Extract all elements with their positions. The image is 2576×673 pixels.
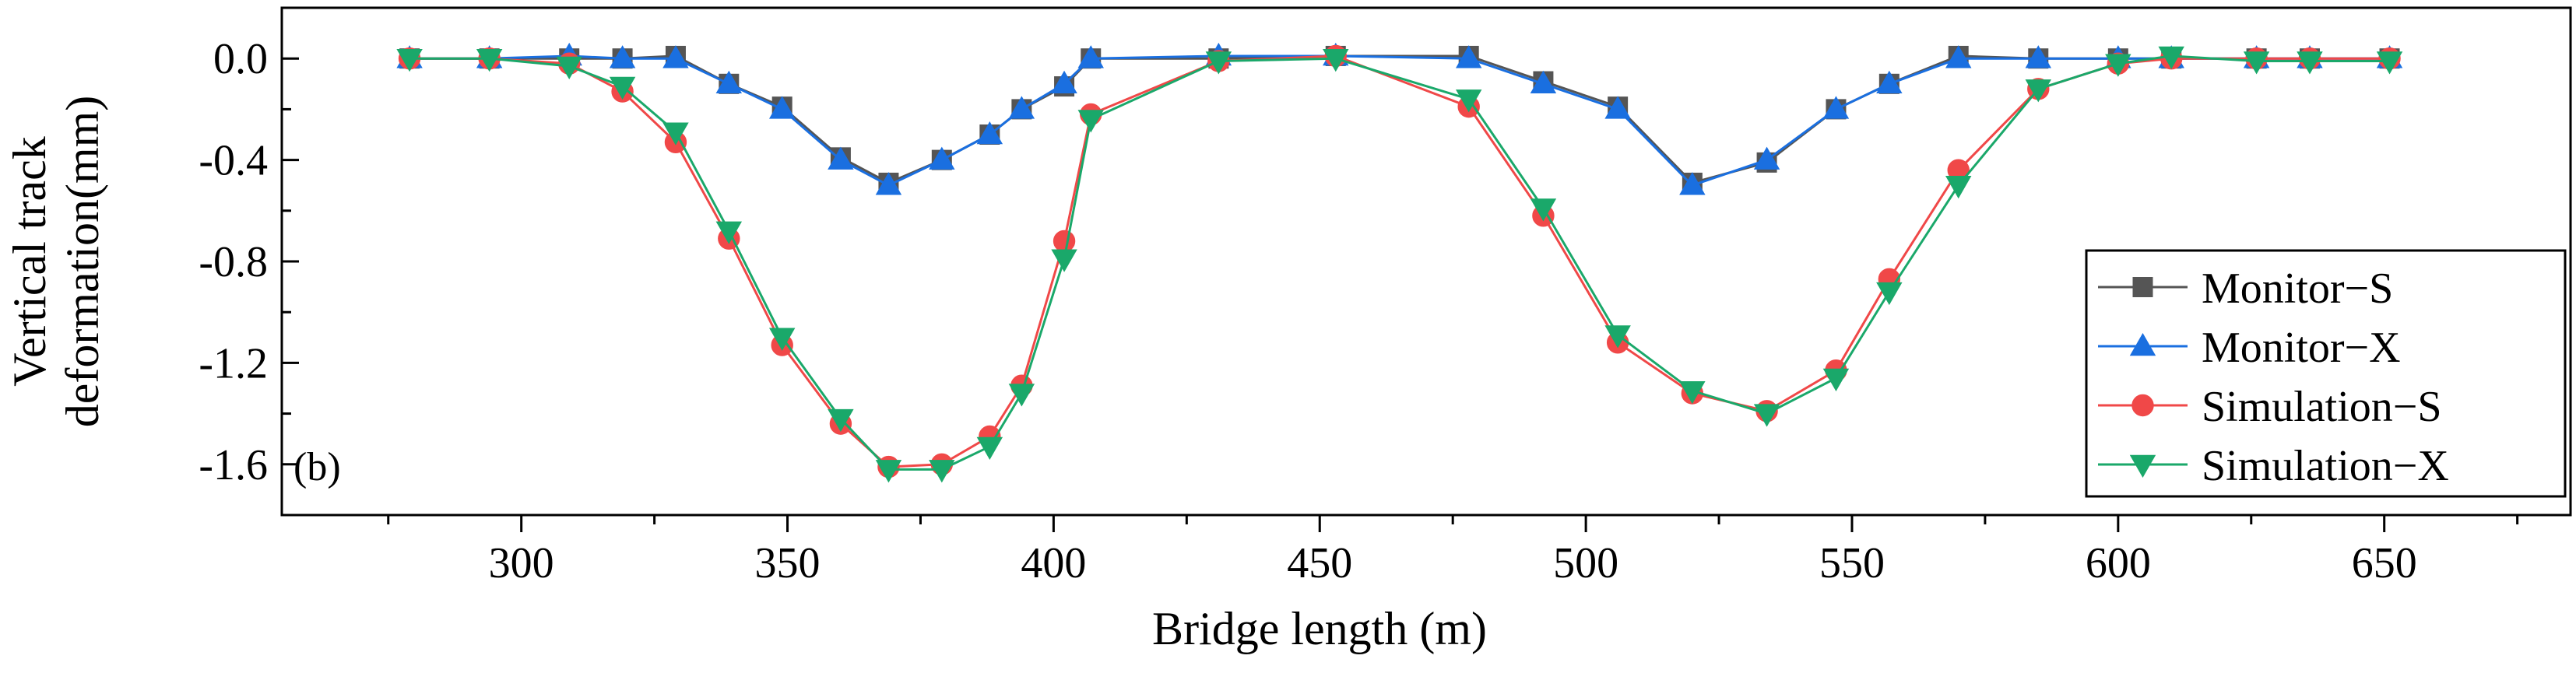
x-tick-label: 400 xyxy=(1021,539,1086,587)
data-point xyxy=(1945,45,1972,68)
legend-label: Monitor−S xyxy=(2202,265,2393,313)
data-point xyxy=(556,56,582,79)
data-point xyxy=(1822,96,1850,119)
data-point xyxy=(1053,230,1076,253)
y-tick-label: 0.0 xyxy=(213,35,268,83)
data-point xyxy=(1077,45,1104,68)
x-tick-label: 300 xyxy=(489,539,554,587)
data-point xyxy=(2105,54,2131,77)
data-point xyxy=(929,460,955,483)
data-point xyxy=(1051,70,1077,94)
series-line xyxy=(409,54,2390,187)
legend-marker xyxy=(2129,332,2156,356)
legend: Monitor−S Monitor−X Simulation−S Simulation… xyxy=(2085,249,2567,498)
data-point xyxy=(1455,45,1482,68)
data-point xyxy=(1530,70,1557,94)
data-point xyxy=(1604,325,1631,349)
x-axis-title: Bridge length (m) xyxy=(1152,603,1487,654)
data-point xyxy=(1822,368,1850,391)
data-point xyxy=(1323,48,1349,72)
legend-item: Monitor−X xyxy=(2098,324,2401,372)
data-point xyxy=(715,221,743,244)
data-point xyxy=(768,96,796,119)
legend-label: Monitor−X xyxy=(2202,324,2401,372)
data-point xyxy=(1945,175,1972,199)
data-point xyxy=(1876,70,1903,94)
data-point xyxy=(2025,45,2052,68)
x-tick-label: 350 xyxy=(755,539,821,587)
legend-label: Simulation−X xyxy=(2202,442,2449,490)
x-tick-label: 450 xyxy=(1287,539,1352,587)
data-point xyxy=(1077,110,1104,133)
data-point xyxy=(2025,79,2052,103)
data-point xyxy=(1604,96,1631,119)
legend-label: Simulation−S xyxy=(2202,383,2442,431)
data-point xyxy=(828,408,854,433)
y-axis-title-line-1: Vertical track xyxy=(4,136,55,386)
data-point xyxy=(828,146,854,170)
series-line xyxy=(409,54,2390,184)
legend-marker xyxy=(2129,454,2156,478)
y-tick-label: -1.6 xyxy=(199,441,268,489)
data-point xyxy=(1455,89,1482,113)
x-tick-label: 500 xyxy=(1553,539,1618,587)
panel-label: (b) xyxy=(293,445,341,489)
data-point xyxy=(1530,198,1557,222)
data-point xyxy=(476,48,503,72)
data-point xyxy=(1876,282,1903,306)
series-4 xyxy=(396,46,2403,483)
x-tick-label: 600 xyxy=(2086,539,2151,587)
legend-marker xyxy=(2132,277,2153,297)
data-point xyxy=(1205,51,1232,75)
legend-box xyxy=(2085,249,2567,498)
series-line xyxy=(409,54,2390,471)
data-point xyxy=(2243,51,2270,75)
y-tick-label: -1.2 xyxy=(199,339,268,387)
data-point xyxy=(1679,381,1706,405)
y-axis: 0.0 -0.4 -0.8 -1.2 -1.6 xyxy=(199,6,299,489)
x-axis: 300 350 400 450 500 550 600 650 xyxy=(387,515,2519,587)
legend-item: Simulation−S xyxy=(2098,383,2442,431)
data-point xyxy=(2158,46,2184,69)
y-tick-label: -0.8 xyxy=(199,238,268,286)
x-tick-label: 550 xyxy=(1819,539,1885,587)
legend-item: Simulation−X xyxy=(2098,442,2449,490)
data-point xyxy=(875,172,902,195)
data-point xyxy=(662,122,689,145)
y-axis-title-line-2: deformation(mm) xyxy=(57,96,108,428)
x-tick-label: 650 xyxy=(2352,539,2417,587)
series-layer xyxy=(396,42,2403,483)
data-point xyxy=(2376,51,2403,75)
data-point xyxy=(976,121,1003,145)
data-point xyxy=(396,48,423,72)
data-point xyxy=(976,436,1003,460)
data-point xyxy=(609,45,636,68)
data-point xyxy=(1008,384,1035,407)
data-point xyxy=(1753,404,1780,427)
data-point xyxy=(875,460,902,483)
data-point xyxy=(1008,96,1035,119)
data-point xyxy=(1753,146,1780,170)
data-point xyxy=(1051,249,1077,272)
y-tick-label: -0.4 xyxy=(199,137,268,185)
data-point xyxy=(929,146,955,170)
data-point xyxy=(768,328,796,351)
data-point xyxy=(2297,51,2323,75)
legend-marker xyxy=(2131,394,2154,417)
legend-item: Monitor−S xyxy=(2098,265,2393,313)
data-point xyxy=(715,70,743,94)
data-point xyxy=(662,45,689,68)
data-point xyxy=(1679,172,1706,195)
data-point xyxy=(609,76,636,100)
